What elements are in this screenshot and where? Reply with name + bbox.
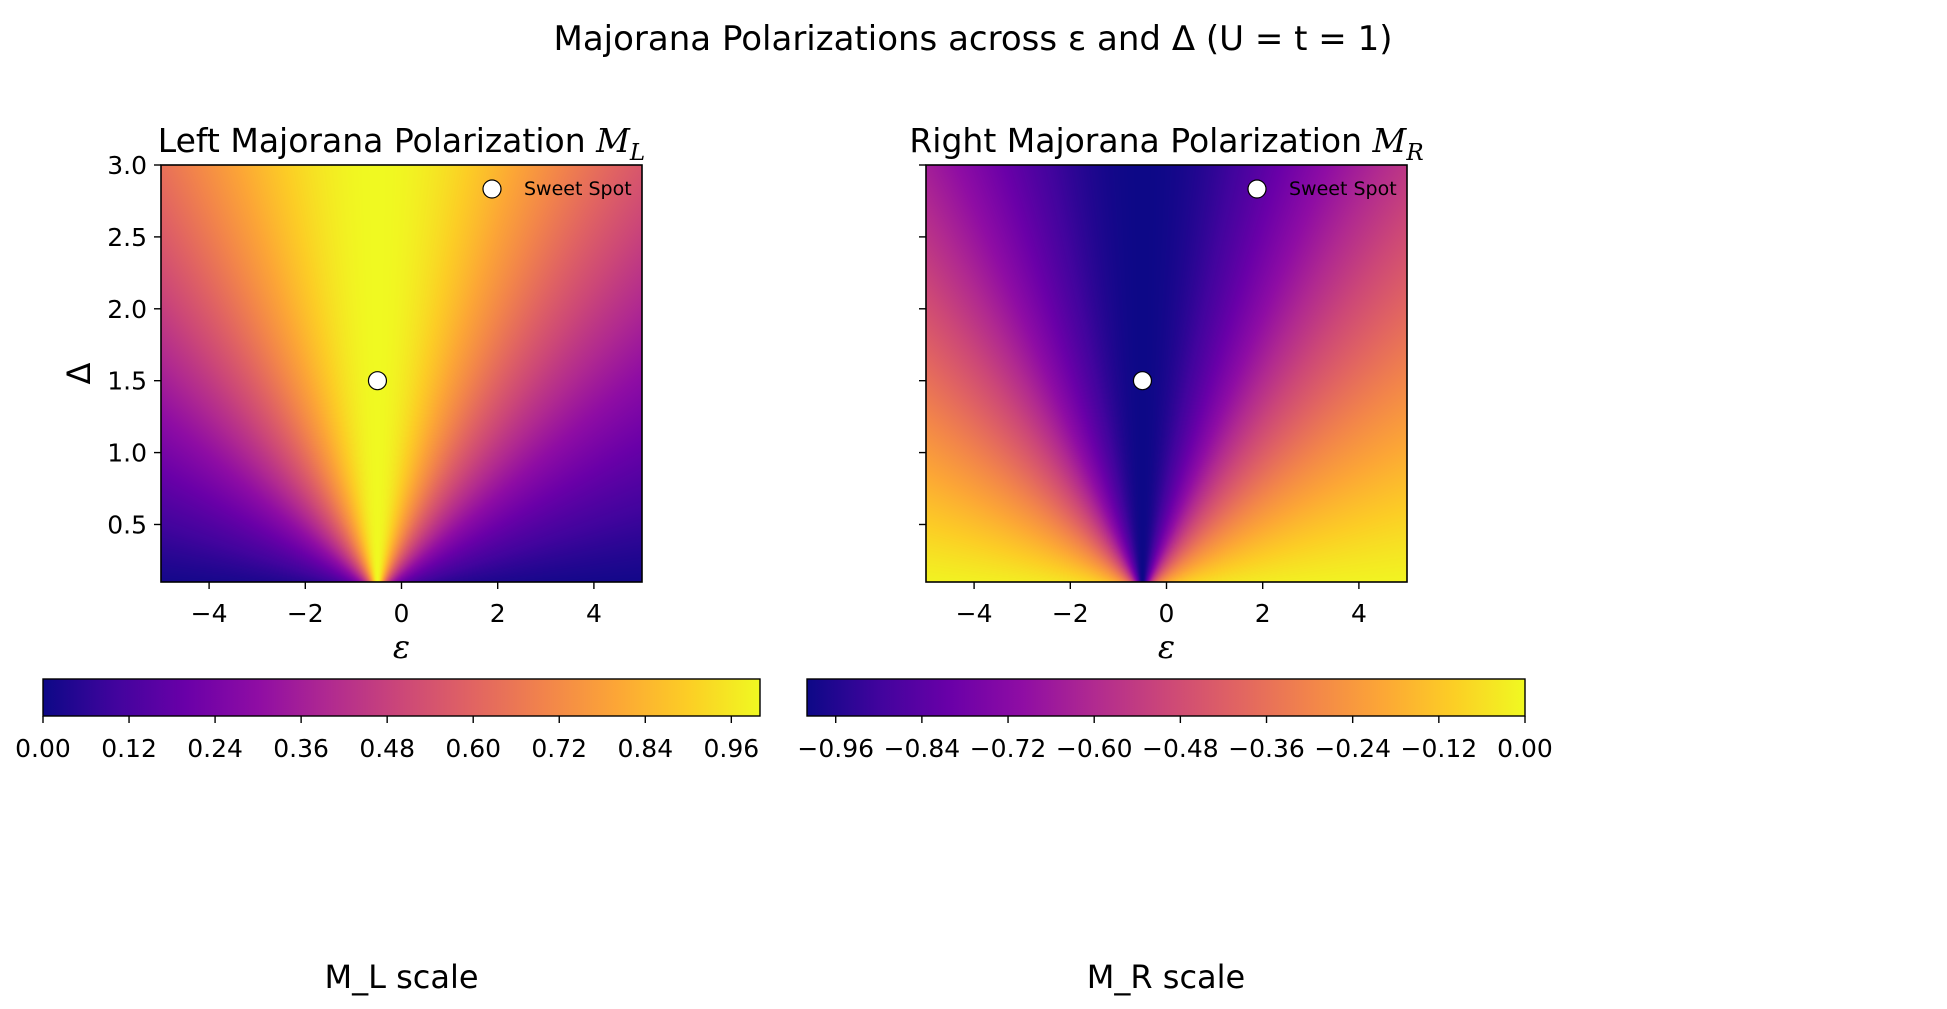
- colorbar-tick-label: −0.48: [1142, 734, 1219, 763]
- colorbar-tick-label: 0.60: [445, 734, 501, 763]
- legend-label: Sweet Spot: [1289, 178, 1397, 200]
- colorbar-tick-label: −0.60: [1056, 734, 1133, 763]
- x-axis-label: ε: [393, 628, 410, 666]
- colorbar-tick-label: 0.00: [15, 734, 71, 763]
- heatmap-canvas: [161, 165, 642, 582]
- sweet-spot-marker: [1132, 371, 1153, 391]
- x-tick-label: 0: [1159, 599, 1175, 628]
- colorbar-tick-label: 0.84: [617, 734, 673, 763]
- colorbar-tick-label: 0.12: [101, 734, 157, 763]
- colorbar-tick-label: −0.12: [1401, 734, 1478, 763]
- panel-title-subscript: R: [1405, 140, 1423, 166]
- x-tick-label: −2: [287, 599, 324, 628]
- y-tick-label: 2.5: [107, 223, 147, 252]
- colorbar: [42, 678, 761, 717]
- colorbar-tick-label: 0.00: [1497, 734, 1553, 763]
- y-tick-label: 1.5: [107, 367, 147, 396]
- legend-marker: [482, 179, 502, 199]
- colorbar-tick-label: 0.72: [531, 734, 587, 763]
- panel-left: −4 −2 0 2 4 0.5 1.0 1.5 2.0 2.5 3.0 ε Δ Left Majorana…: [15, 121, 761, 996]
- figure-suptitle: Majorana Polarizations across ε and Δ (U…: [554, 19, 1393, 59]
- x-tick-label: 0: [394, 599, 410, 628]
- colorbar-tick-label: 0.48: [359, 734, 415, 763]
- x-tick-label: 2: [490, 599, 506, 628]
- y-tick-label: 1.0: [107, 439, 147, 468]
- heatmap-area: [926, 165, 1407, 582]
- panel-title: Left Majorana Polarization ML: [158, 121, 645, 166]
- colorbar-tick-label: −0.72: [970, 734, 1047, 763]
- x-tick-label: −4: [956, 599, 993, 628]
- x-tick-label: −4: [191, 599, 228, 628]
- colorbar-tick-label: −0.36: [1228, 734, 1305, 763]
- panel-title-text: Right Majorana Polarization: [909, 121, 1372, 160]
- panel-title-symbol: M: [1372, 121, 1408, 160]
- panel-title-symbol: M: [595, 121, 631, 160]
- x-tick-label: 4: [1351, 599, 1367, 628]
- heatmap-area: [161, 165, 642, 582]
- y-tick-label: 0.5: [107, 510, 147, 539]
- panel-title-text: Left Majorana Polarization: [158, 121, 596, 160]
- legend-marker: [1247, 179, 1267, 199]
- colorbar-tick-label: −0.84: [884, 734, 961, 763]
- panel-title-subscript: L: [629, 140, 645, 166]
- x-axis-label: ε: [1158, 628, 1175, 666]
- x-tick-label: 4: [586, 599, 602, 628]
- sweet-spot-marker: [367, 371, 388, 391]
- x-tick-label: −2: [1052, 599, 1089, 628]
- colorbar-tick-label: −0.96: [797, 734, 874, 763]
- colorbar-tick-label: 0.96: [703, 734, 759, 763]
- x-tick-label: 2: [1255, 599, 1271, 628]
- legend-label: Sweet Spot: [524, 178, 632, 200]
- panel-title: Right Majorana Polarization MR: [909, 121, 1423, 166]
- colorbar: [806, 678, 1526, 717]
- y-tick-label: 3.0: [107, 151, 147, 180]
- panel-right: −4 −2 0 2 4 ε Right Majorana Polarization MR Sw…: [797, 121, 1552, 996]
- colorbar-tick-label: −0.24: [1314, 734, 1391, 763]
- colorbar-label: M_L scale: [324, 958, 478, 996]
- y-axis-label: Δ: [60, 362, 98, 384]
- colorbar-label: M_R scale: [1087, 958, 1245, 996]
- heatmap-canvas: [926, 165, 1407, 582]
- colorbar-tick-label: 0.24: [187, 734, 243, 763]
- y-tick-label: 2.0: [107, 295, 147, 324]
- colorbar-tick-label: 0.36: [273, 734, 329, 763]
